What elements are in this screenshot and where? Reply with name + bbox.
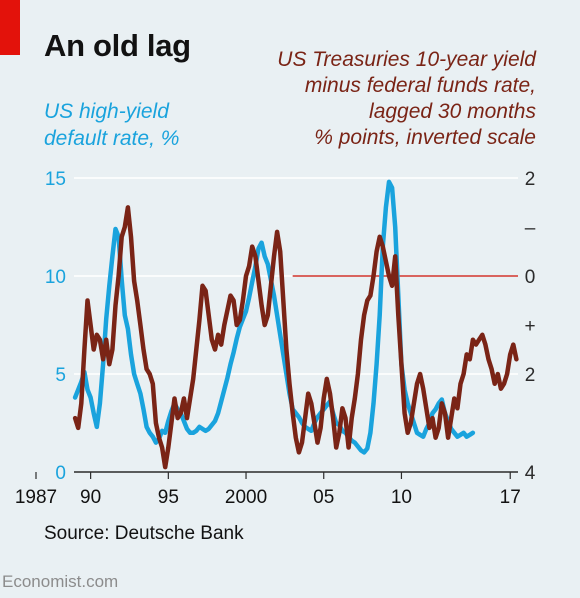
left-tick-label: 10 — [45, 267, 66, 288]
right-axis-label-line: minus federal funds rate, — [304, 74, 536, 97]
right-axis-label-line: lagged 30 months — [369, 100, 536, 123]
right-tick-label: 0 — [525, 267, 536, 288]
x-tick-label: 05 — [313, 487, 334, 508]
right-tick-label: 4 — [525, 463, 536, 484]
right-axis-label: US Treasuries 10-year yield minus federa… — [277, 47, 536, 151]
left-axis-label: US high-yield default rate, % — [44, 98, 179, 152]
right-axis-label-line: % points, inverted scale — [314, 126, 536, 149]
source-note: Source: Deutsche Bank — [44, 523, 244, 544]
x-tick-label: 17 — [500, 487, 521, 508]
brand-logo-text: Economist.com — [2, 572, 119, 591]
left-tick-label: 0 — [55, 463, 66, 484]
default-rate-line — [72, 179, 476, 455]
x-tick-label: 10 — [391, 487, 412, 508]
right-axis-label-line: US Treasuries 10-year yield — [277, 48, 536, 71]
right-tick-label: – — [525, 218, 536, 239]
x-tick-label: 2000 — [225, 487, 267, 508]
x-tick-label: 95 — [158, 487, 179, 508]
left-axis-label-line: US high-yield — [44, 100, 169, 123]
left-axis-label-line: default rate, % — [44, 127, 180, 150]
chart-title: An old lag — [44, 28, 191, 63]
left-tick-label: 15 — [45, 169, 66, 190]
yield-spread-line — [72, 205, 519, 470]
series-lines — [72, 179, 519, 470]
right-tick-label: 2 — [525, 169, 536, 190]
x-tick-label: 90 — [80, 487, 101, 508]
left-tick-label: 5 — [55, 365, 66, 386]
x-axis — [35, 471, 518, 479]
accent-bar — [0, 0, 20, 55]
x-tick-label: 1987 — [15, 487, 57, 508]
right-tick-label: 2 — [525, 365, 536, 386]
right-tick-label: + — [524, 316, 535, 337]
